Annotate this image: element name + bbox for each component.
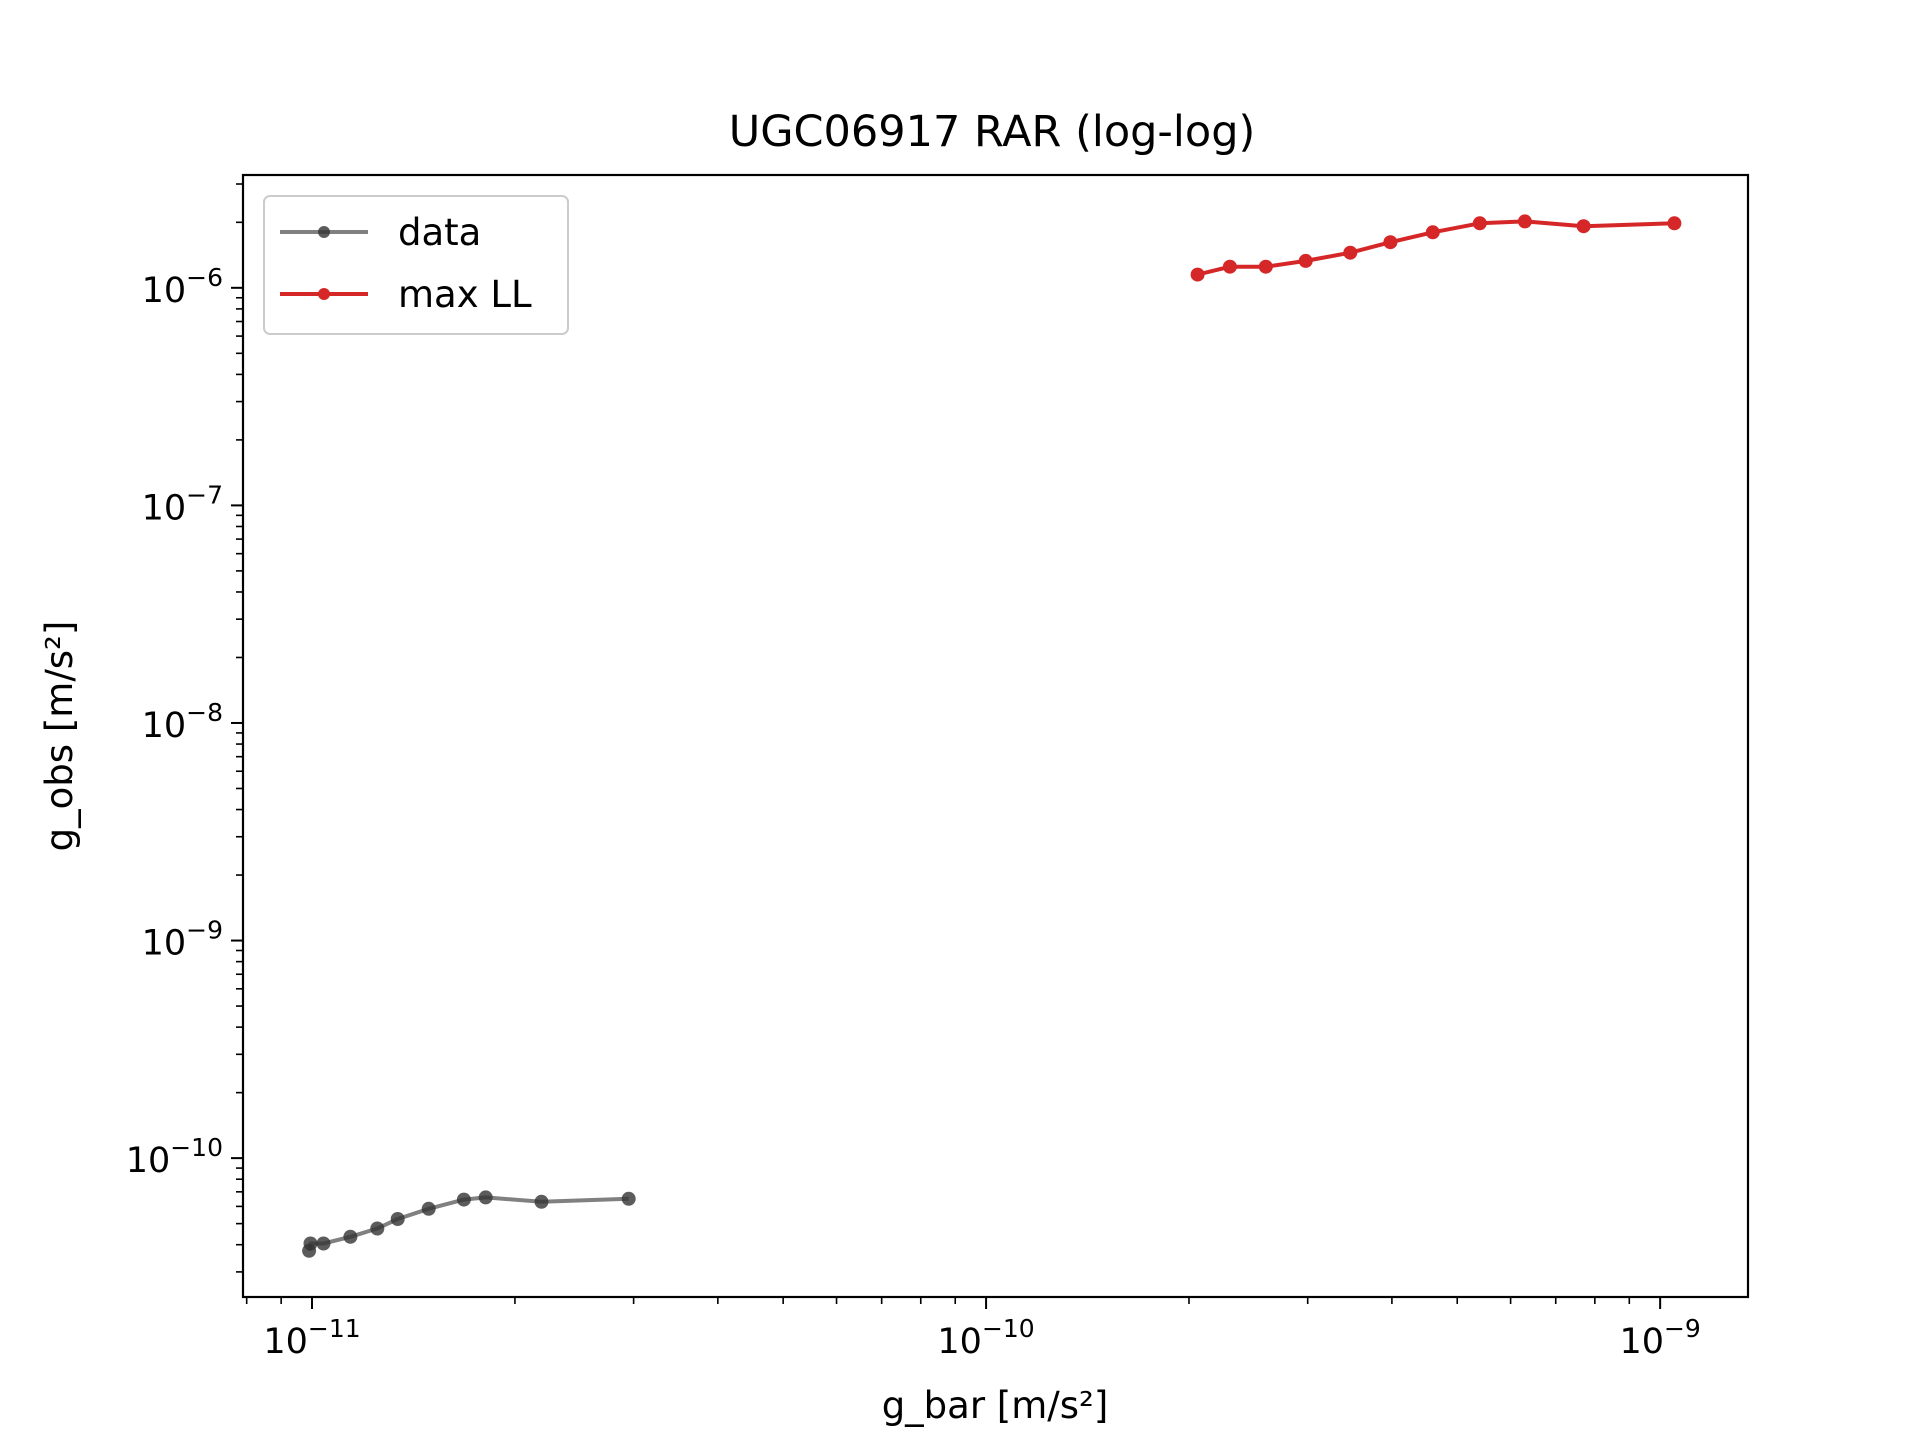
y-tick-label: 10−8 xyxy=(142,698,223,746)
data-point-data xyxy=(316,1236,331,1251)
y-axis-ticks: 10−10 10−9 10−8 10−7 10−6 xyxy=(126,263,243,1181)
y-tick-label: 10−9 xyxy=(142,916,223,964)
data-point-max-ll xyxy=(1425,225,1440,240)
data-point-max-ll xyxy=(1190,267,1205,282)
series-layer xyxy=(302,214,1682,1258)
x-tick-label: 10−11 xyxy=(263,1314,360,1362)
data-point-max-ll xyxy=(1576,219,1591,234)
data-point-max-ll xyxy=(1343,245,1358,260)
minor-ticks xyxy=(236,183,1631,1304)
legend: data max LL xyxy=(263,195,569,335)
data-point-data xyxy=(343,1229,358,1244)
series-max-ll xyxy=(1190,214,1682,282)
legend-marker-data xyxy=(318,226,330,238)
y-axis-label: g_obs [m/s²] xyxy=(38,621,81,852)
data-point-max-ll xyxy=(1298,253,1313,268)
x-tick-label: 10−9 xyxy=(1619,1314,1700,1362)
data-point-max-ll xyxy=(1222,259,1237,274)
data-point-max-ll xyxy=(1667,216,1682,231)
data-point-data xyxy=(390,1212,405,1226)
legend-marker-max-ll xyxy=(318,288,330,300)
data-point-data xyxy=(421,1201,436,1216)
y-tick-label: 10−10 xyxy=(126,1133,223,1181)
legend-label-data: data xyxy=(398,211,481,254)
x-tick-label: 10−10 xyxy=(937,1314,1034,1362)
x-axis-label: g_bar [m/s²] xyxy=(882,1384,1109,1427)
data-point-max-ll xyxy=(1472,216,1487,231)
data-point-data xyxy=(621,1191,636,1206)
plot-frame xyxy=(241,173,1750,1299)
data-point-data xyxy=(303,1236,318,1251)
chart-title: UGC06917 RAR (log-log) xyxy=(729,107,1256,157)
x-axis-ticks: 10−11 10−10 10−9 xyxy=(263,1297,1701,1362)
y-tick-label: 10−7 xyxy=(142,480,223,528)
data-point-data xyxy=(456,1192,471,1207)
legend-label-max-ll: max LL xyxy=(398,273,532,316)
data-point-max-ll xyxy=(1258,259,1273,274)
data-point-max-ll xyxy=(1517,214,1532,229)
data-point-data xyxy=(534,1194,549,1209)
series-data xyxy=(302,1190,636,1258)
data-point-max-ll xyxy=(1383,235,1398,250)
data-point-data xyxy=(370,1221,385,1236)
y-tick-label: 10−6 xyxy=(142,263,223,311)
data-point-data xyxy=(478,1190,493,1205)
